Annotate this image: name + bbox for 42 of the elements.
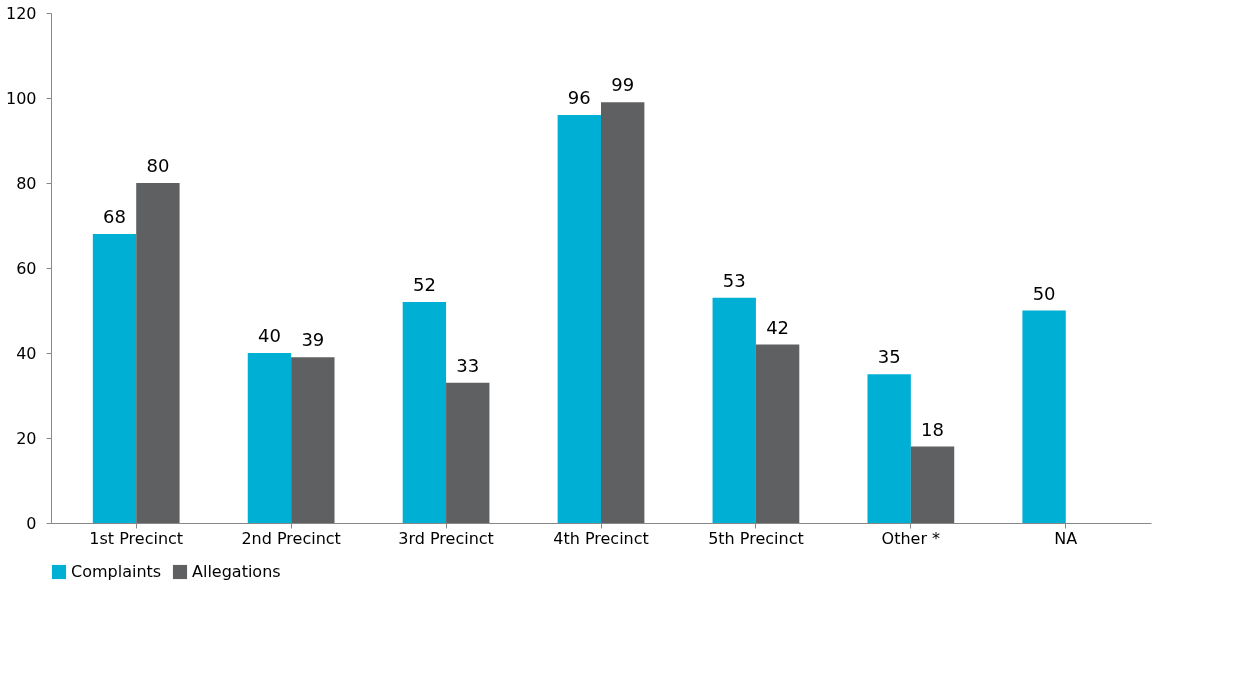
bar (557, 115, 601, 523)
data-label: 40 (258, 325, 281, 346)
data-label: 52 (412, 274, 436, 295)
x-tick-label: NA (1054, 528, 1078, 548)
y-tick-label: 120 (5, 3, 37, 23)
data-label: 99 (611, 74, 635, 96)
x-tick-label: 5th Precinct (708, 528, 804, 548)
data-label: 96 (567, 87, 591, 108)
bar (247, 353, 292, 523)
y-tick-label: 60 (16, 258, 37, 278)
x-tick-label: 3rd Precinct (398, 528, 494, 548)
data-label: 50 (1032, 282, 1056, 304)
data-label: 39 (301, 329, 325, 351)
legend-label: Complaints (71, 562, 162, 581)
x-tick-label: Other * (881, 528, 941, 548)
bar (402, 302, 447, 523)
y-tick-label: 100 (5, 88, 37, 108)
x-tick-label: 2nd Precinct (241, 528, 341, 548)
bar (601, 102, 645, 523)
bar (712, 297, 756, 523)
data-label: 80 (146, 155, 170, 176)
y-tick-label: 80 (16, 173, 37, 193)
legend-label: Allegations (192, 562, 281, 581)
y-tick-label: 20 (16, 428, 37, 448)
bar (910, 446, 955, 523)
bar (92, 234, 137, 523)
y-tick-label: 0 (26, 513, 37, 533)
data-label: 53 (722, 269, 746, 291)
data-label: 42 (766, 316, 790, 338)
data-label: 33 (456, 354, 480, 376)
data-label: 18 (921, 418, 944, 440)
x-tick-label: 4th Precinct (553, 528, 649, 548)
y-tick-label: 40 (16, 343, 37, 363)
bar (867, 374, 911, 523)
bar (136, 183, 180, 523)
bar (755, 344, 800, 523)
bar (446, 382, 490, 523)
bar (291, 357, 335, 523)
x-tick-label: 1st Precinct (89, 528, 184, 548)
data-label: 68 (103, 206, 126, 227)
bar (1022, 310, 1066, 523)
data-label: 35 (877, 346, 901, 368)
